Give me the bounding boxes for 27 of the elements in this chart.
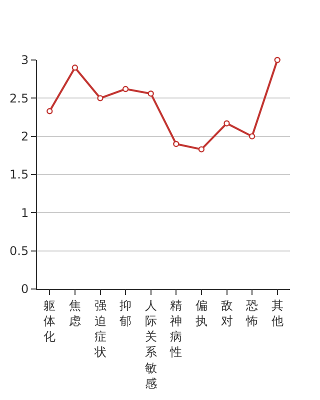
x-tick-label: 躯体化 (44, 298, 56, 344)
y-tick-label: 0.5 (10, 244, 29, 258)
x-tick-label: 强迫症状 (93, 298, 106, 360)
point (198, 146, 205, 152)
point (122, 86, 129, 92)
point (224, 120, 230, 126)
point (46, 108, 53, 114)
point (248, 133, 256, 140)
y-tick-label: 3 (20, 53, 29, 68)
x-tick-label: 敌对 (220, 298, 233, 328)
point (72, 64, 78, 71)
x-tick-label: 偏执 (195, 298, 208, 328)
y-tick-label: 1 (20, 206, 29, 220)
x-tick-label: 其他 (271, 298, 284, 328)
x-tick-label: 抑郁 (120, 298, 132, 328)
point (274, 56, 280, 64)
y-tick-label: 0 (20, 282, 29, 296)
x-tick-label: 恐怖 (245, 298, 258, 328)
point (173, 140, 180, 148)
y-tick-label: 2 (20, 130, 29, 144)
x-tick-label: 焦虑 (68, 298, 81, 328)
x-tick-label: 人际关系敏感 (144, 298, 157, 390)
y-tick-label: 2.5 (10, 91, 29, 106)
point (148, 90, 154, 97)
point (97, 95, 104, 102)
y-tick-label: 1.5 (10, 168, 29, 182)
x-tick-label: 精神病性 (169, 298, 182, 360)
